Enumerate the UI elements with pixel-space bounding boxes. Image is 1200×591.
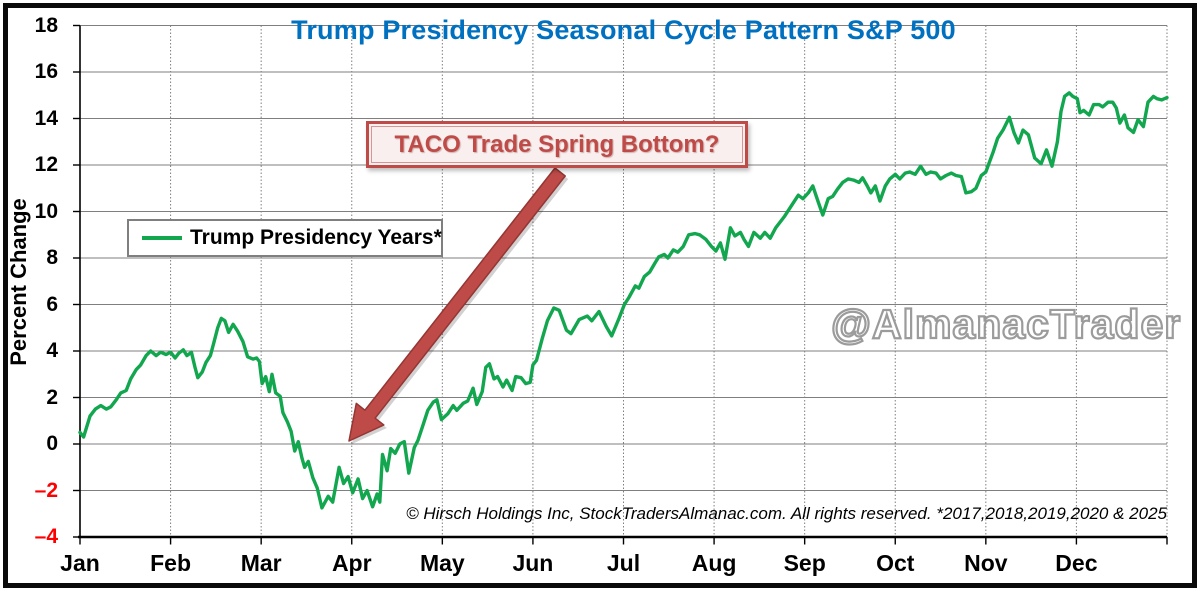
y-tick-label: 12: [34, 153, 58, 176]
annotation-arrow: [348, 167, 566, 442]
y-tick-label: –2: [34, 478, 58, 502]
y-tick-label: 4: [46, 339, 58, 362]
y-tick-label: 2: [46, 385, 58, 409]
x-tick-label: Feb: [150, 550, 192, 576]
y-tick-label: 10: [34, 199, 58, 223]
x-tick-label: Sep: [783, 550, 826, 576]
y-tick-label: 14: [34, 106, 58, 130]
y-tick-label: 0: [46, 432, 58, 455]
seasonal-pattern-line: [78, 91, 1169, 510]
x-tick-label: Dec: [1055, 550, 1098, 576]
annotation-text: TACO Trade Spring Bottom?: [371, 126, 743, 163]
x-tick-label: Jul: [606, 550, 641, 576]
legend-label: Trump Presidency Years*: [190, 226, 442, 249]
x-tick-label: Mar: [240, 550, 282, 576]
x-tick-label: Jun: [512, 550, 554, 576]
x-tick-label: Aug: [691, 550, 737, 576]
y-tick-label: 8: [46, 246, 58, 269]
y-tick-label: 16: [34, 60, 58, 83]
y-tick-label: 18: [34, 13, 58, 37]
x-tick-label: Oct: [876, 550, 915, 576]
x-tick-label: Apr: [331, 550, 372, 576]
annotation-callout: TACO Trade Spring Bottom?: [366, 121, 748, 168]
copyright-note: © Hirsch Holdings Inc, StockTradersAlman…: [406, 504, 1167, 523]
y-tick-label: 6: [46, 292, 58, 316]
x-tick-label: Nov: [964, 550, 1008, 576]
x-tick-label: May: [419, 550, 465, 576]
y-tick-label: –4: [34, 525, 58, 548]
watermark: @AlmanacTrader: [830, 300, 1182, 348]
legend-line-swatch: [142, 236, 182, 240]
chart-title: Trump Presidency Seasonal Cycle Pattern …: [291, 15, 956, 45]
x-tick-label: Jan: [60, 550, 100, 576]
legend: Trump Presidency Years*: [127, 219, 443, 257]
